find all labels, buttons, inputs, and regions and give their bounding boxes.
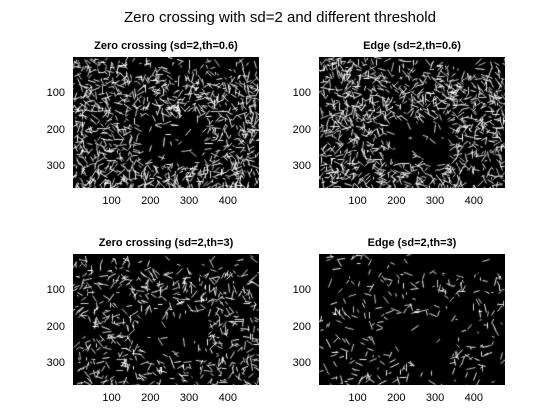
subplot-zero-crossing-th-3: Zero crossing (sd=2,th=3) 100 200 300 100 20… bbox=[47, 237, 259, 404]
subplot-title: Edge (sd=2,th=3) bbox=[367, 237, 457, 249]
x-tick-label: 200 bbox=[141, 195, 160, 207]
x-tick-label: 300 bbox=[425, 195, 445, 207]
y-tick-label: 100 bbox=[46, 87, 65, 100]
x-tick-label: 100 bbox=[348, 195, 367, 207]
y-tick-label: 200 bbox=[46, 123, 65, 136]
x-tick-label: 300 bbox=[179, 195, 199, 207]
y-tick-label: 100 bbox=[292, 87, 311, 100]
y-tick-label: 100 bbox=[46, 284, 65, 297]
x-tick-label: 200 bbox=[387, 195, 406, 207]
subplot-zero-crossing-th-0.6: Zero crossing (sd=2,th=0.6) 100 200 300 100… bbox=[47, 40, 259, 207]
x-tick-label: 400 bbox=[464, 392, 483, 404]
y-tick-label: 300 bbox=[46, 356, 65, 369]
x-tick-label: 200 bbox=[141, 392, 160, 404]
x-tick-label: 400 bbox=[218, 392, 237, 404]
x-tick-label: 400 bbox=[464, 195, 483, 207]
x-tick-label: 100 bbox=[348, 392, 367, 404]
y-tick-label: 300 bbox=[46, 159, 65, 172]
x-tick-label: 200 bbox=[387, 392, 406, 404]
y-tick-label: 100 bbox=[292, 284, 311, 297]
edge-image bbox=[73, 254, 259, 385]
x-tick-label: 100 bbox=[102, 392, 121, 404]
y-tick-label: 200 bbox=[292, 320, 311, 333]
y-tick-label: 200 bbox=[292, 123, 311, 136]
y-tick-label: 300 bbox=[292, 356, 311, 369]
x-tick-label: 100 bbox=[102, 195, 121, 207]
edge-image bbox=[319, 57, 505, 188]
edge-image bbox=[73, 57, 259, 188]
figure-title: Zero crossing with sd=2 and different th… bbox=[124, 9, 436, 26]
subplot-edge-th-3: Edge (sd=2,th=3) 100 200 300 100 200 300 400 bbox=[293, 237, 505, 404]
x-tick-label: 300 bbox=[425, 392, 445, 404]
edge-image bbox=[319, 254, 505, 385]
y-tick-label: 300 bbox=[292, 159, 311, 172]
y-tick-label: 200 bbox=[46, 320, 65, 333]
x-tick-label: 400 bbox=[218, 195, 237, 207]
subplot-title: Zero crossing (sd=2,th=0.6) bbox=[94, 40, 238, 52]
x-tick-label: 300 bbox=[179, 392, 199, 404]
subplot-edge-th-0.6: Edge (sd=2,th=0.6) 100 200 300 100 200 300 400 bbox=[293, 40, 505, 207]
subplot-title: Edge (sd=2,th=0.6) bbox=[363, 40, 461, 52]
subplot-title: Zero crossing (sd=2,th=3) bbox=[98, 237, 234, 249]
